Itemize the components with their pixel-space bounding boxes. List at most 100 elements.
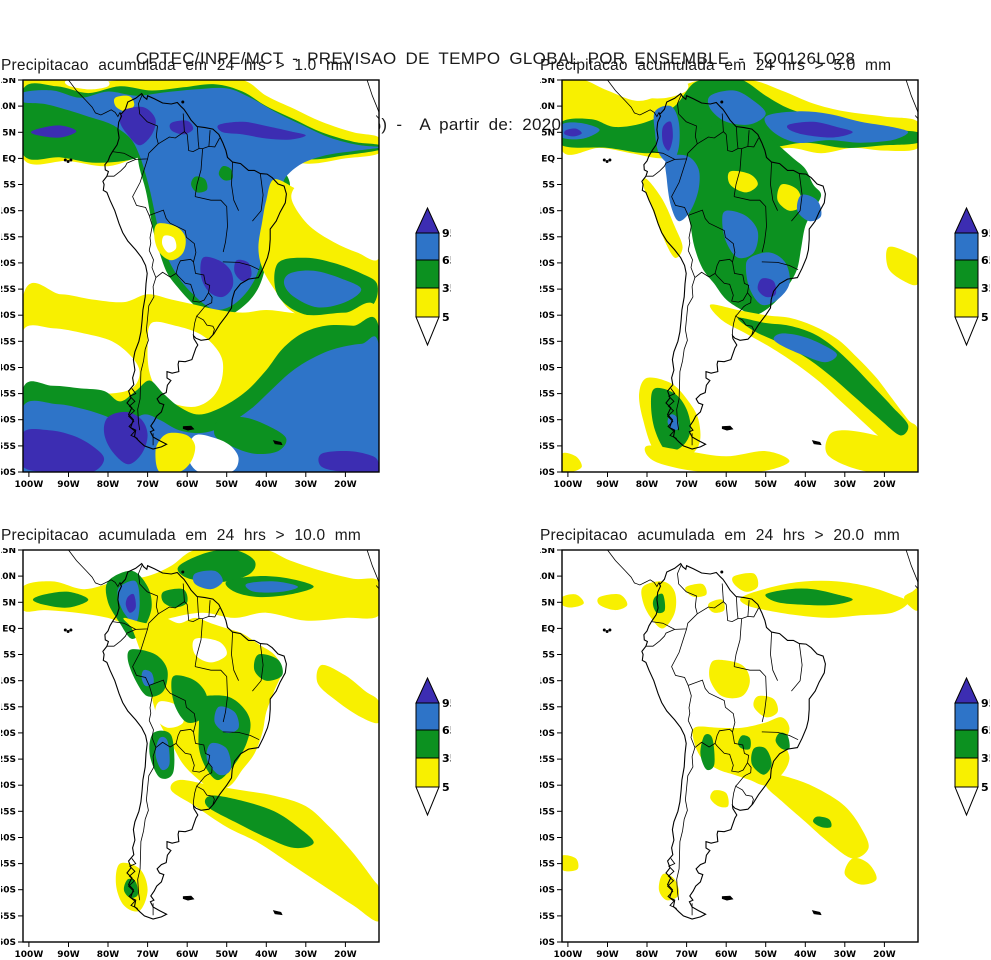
svg-text:100W: 100W	[15, 480, 44, 490]
svg-text:50S: 50S	[540, 416, 555, 426]
island-dot	[66, 630, 70, 633]
island-dot	[66, 160, 70, 163]
coastline-borders	[63, 80, 379, 450]
svg-text:50W: 50W	[215, 480, 238, 490]
svg-text:25S: 25S	[540, 285, 555, 295]
svg-text:EQ: EQ	[2, 624, 16, 634]
svg-text:55S: 55S	[540, 442, 555, 452]
svg-text:40W: 40W	[794, 950, 817, 960]
precip-map-10mm: 15N 10N 5N EQ 5S 10S 15S 20S 25S 30S 35S 40S 45S 50S 5…	[1, 548, 451, 960]
lon-axis: 100W 90W 80W 70W 60W 50W 40W 30W 20W	[554, 472, 896, 490]
svg-text:60S: 60S	[1, 938, 16, 948]
island	[272, 910, 283, 916]
svg-text:20W: 20W	[873, 480, 896, 490]
svg-text:10S: 10S	[1, 677, 16, 687]
island-dot	[602, 628, 606, 632]
panel-title: Precipitacao acumulada em 24 hrs > 10.0 …	[1, 527, 362, 544]
svg-text:40S: 40S	[1, 834, 16, 844]
precip-map-5mm: 15N 10N 5N EQ 5S 10S 15S 20S 25S 30S 35S 40S 45S 50S 5…	[540, 78, 990, 490]
svg-text:50S: 50S	[540, 886, 555, 896]
svg-text:35: 35	[442, 282, 451, 295]
svg-text:5: 5	[442, 311, 450, 324]
lon-axis: 100W 90W 80W 70W 60W 50W 40W 30W 20W	[554, 942, 896, 960]
svg-text:30W: 30W	[295, 480, 318, 490]
svg-text:40W: 40W	[255, 480, 278, 490]
island-dot	[63, 628, 67, 632]
svg-text:50W: 50W	[754, 950, 777, 960]
island	[811, 440, 822, 446]
island-dot	[605, 630, 609, 633]
svg-text:30W: 30W	[834, 480, 857, 490]
svg-text:5N: 5N	[2, 598, 16, 608]
legend-labels: 95 65 35 5	[442, 697, 451, 794]
map-content	[23, 550, 379, 942]
svg-text:90W: 90W	[57, 950, 80, 960]
island-dot	[602, 158, 606, 162]
svg-text:45S: 45S	[540, 860, 555, 870]
island	[721, 895, 734, 901]
svg-text:35S: 35S	[540, 337, 555, 347]
panel-title: Precipitacao acumulada em 24 hrs > 20.0 …	[540, 527, 901, 544]
svg-text:30W: 30W	[834, 950, 857, 960]
svg-text:40W: 40W	[255, 950, 278, 960]
legend-arrow-top	[954, 206, 979, 234]
svg-text:55S: 55S	[540, 912, 555, 922]
legend-colorbar	[415, 206, 440, 347]
svg-text:100W: 100W	[554, 480, 583, 490]
map-content	[23, 80, 379, 472]
svg-text:70W: 70W	[136, 480, 159, 490]
report-title: CPTEC/INPE/MCT - PREVISAO DE TEMPO GLOBA…	[135, 49, 856, 68]
panel-title: Precipitacao acumulada em 24 hrs > 5.0 m…	[540, 57, 892, 74]
svg-text:30S: 30S	[1, 311, 16, 321]
svg-text:35S: 35S	[1, 337, 16, 347]
svg-text:45S: 45S	[1, 860, 16, 870]
svg-text:25S: 25S	[540, 755, 555, 765]
svg-text:65: 65	[981, 724, 990, 737]
legend-arrow-bottom	[415, 316, 440, 347]
svg-text:95: 95	[981, 697, 990, 710]
svg-text:30S: 30S	[1, 781, 16, 791]
svg-text:40S: 40S	[540, 834, 555, 844]
panel-precip-gt-1mm: Precipitacao acumulada em 24 hrs > 1.0 m…	[1, 57, 498, 490]
svg-text:20W: 20W	[873, 950, 896, 960]
svg-text:5N: 5N	[541, 598, 555, 608]
svg-text:10N: 10N	[540, 102, 555, 112]
island-dot	[181, 570, 185, 574]
panel-precip-gt-10mm: Precipitacao acumulada em 24 hrs > 10.0 …	[1, 527, 498, 960]
precip-map-1mm: 15N 10N 5N EQ 5S 10S 15S 20S 25S 30S 35S 40S 45S 50S 5…	[1, 78, 451, 490]
svg-text:100W: 100W	[554, 950, 583, 960]
svg-text:65: 65	[442, 254, 451, 267]
lat-axis: 15N 10N 5N EQ 5S 10S 15S 20S 25S 30S 35S 40S 45S 50S 5…	[540, 548, 562, 948]
svg-text:5S: 5S	[3, 651, 16, 661]
svg-text:30W: 30W	[295, 950, 318, 960]
legend-colorbar	[954, 206, 979, 347]
island	[721, 425, 734, 431]
svg-text:50S: 50S	[1, 416, 16, 426]
svg-text:5: 5	[981, 311, 989, 324]
svg-text:10S: 10S	[1, 207, 16, 217]
svg-text:EQ: EQ	[541, 154, 555, 164]
svg-text:80W: 80W	[636, 950, 659, 960]
svg-text:70W: 70W	[136, 950, 159, 960]
svg-text:10N: 10N	[540, 572, 555, 582]
svg-text:90W: 90W	[596, 480, 619, 490]
legend-labels: 95 65 35 5	[981, 697, 990, 794]
svg-text:30S: 30S	[540, 311, 555, 321]
panel-precip-gt-5mm: Precipitacao acumulada em 24 hrs > 5.0 m…	[540, 57, 991, 490]
patagonia-fjords	[127, 388, 138, 439]
svg-text:70W: 70W	[675, 950, 698, 960]
svg-text:5N: 5N	[2, 128, 16, 138]
map-frame	[561, 549, 919, 943]
svg-text:20W: 20W	[334, 480, 357, 490]
svg-text:80W: 80W	[636, 480, 659, 490]
svg-text:50S: 50S	[1, 886, 16, 896]
svg-text:55S: 55S	[1, 442, 16, 452]
svg-text:60W: 60W	[715, 480, 738, 490]
svg-text:45S: 45S	[540, 390, 555, 400]
legend-labels: 95 65 35 5	[442, 227, 451, 324]
svg-text:90W: 90W	[57, 480, 80, 490]
svg-text:25S: 25S	[1, 285, 16, 295]
island-dot	[608, 158, 612, 162]
svg-text:60S: 60S	[540, 938, 555, 948]
svg-text:10N: 10N	[1, 572, 16, 582]
